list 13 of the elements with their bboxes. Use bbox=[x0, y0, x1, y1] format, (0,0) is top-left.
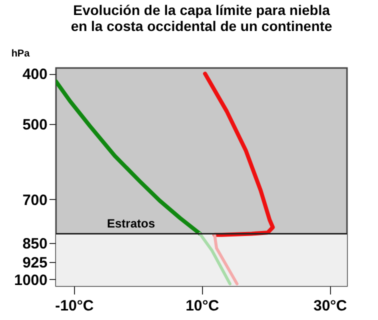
y-tick-label: 400 bbox=[22, 66, 48, 84]
y-tick-label: 1000 bbox=[14, 272, 48, 289]
y-tick-label: 700 bbox=[22, 192, 48, 209]
x-tick-label: -10°C bbox=[55, 298, 94, 314]
y-axis-title: hPa bbox=[11, 48, 30, 60]
y-tick-label: 850 bbox=[22, 235, 48, 252]
ref-line-label: Estratos bbox=[106, 216, 156, 231]
x-tick-label: 10°C bbox=[186, 298, 220, 314]
chart-title: Evolución de la capa límite para niebla en la costa occidental de un continente bbox=[70, 2, 332, 34]
y-tick-label: 925 bbox=[22, 254, 48, 272]
y-tick-label: 500 bbox=[22, 116, 48, 134]
x-tick-label: 30°C bbox=[313, 298, 348, 314]
line-series bbox=[56, 79, 202, 236]
